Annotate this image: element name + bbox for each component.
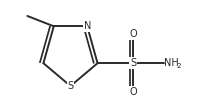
Text: S: S (67, 81, 74, 91)
Text: 2: 2 (177, 63, 181, 69)
Text: O: O (129, 87, 137, 97)
Text: NH: NH (164, 58, 179, 68)
Text: S: S (130, 58, 136, 68)
Text: N: N (83, 21, 91, 31)
Text: O: O (129, 29, 137, 39)
